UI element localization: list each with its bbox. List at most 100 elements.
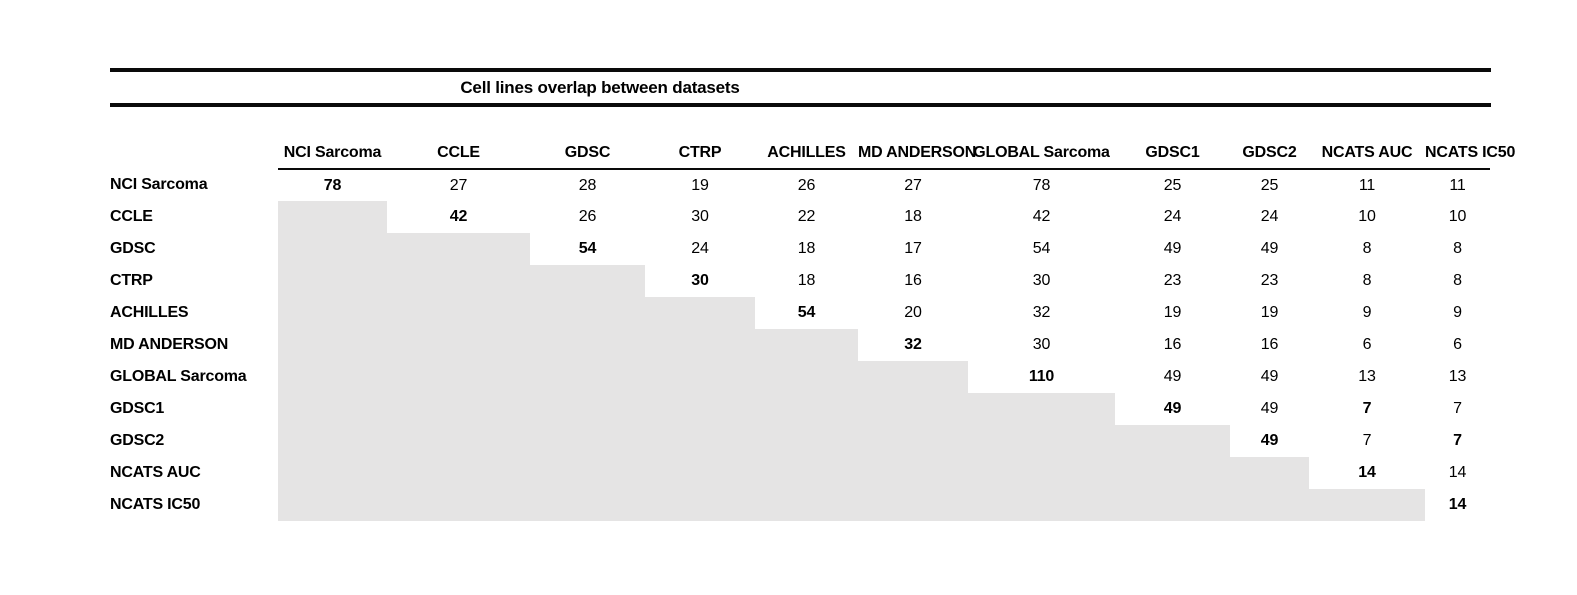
cell-ccle-md-anderson: 18 <box>904 208 922 225</box>
cell-shaded <box>278 201 387 233</box>
cell-shaded <box>645 329 755 361</box>
column-header-gdsc1: GDSC1 <box>1115 137 1230 170</box>
row-label-ncats-ic50: NCATS IC50 <box>110 496 201 513</box>
cell-shaded <box>387 297 530 329</box>
cell-shaded <box>278 457 387 489</box>
cell-ccle-achilles: 22 <box>797 208 816 225</box>
title-row: Cell lines overlap between datasets <box>110 72 1491 103</box>
cell-shaded <box>645 425 755 457</box>
cell-shaded <box>530 329 645 361</box>
cell-nci-sarcoma-md-anderson: 27 <box>904 176 922 194</box>
table-row-ccle: CCLE 42 26 30 22 18 42 24 24 10 10 <box>110 201 1490 233</box>
cell-md-anderson-ncats-auc: 6 <box>1362 336 1372 353</box>
cell-achilles-gdsc2: 19 <box>1260 304 1279 321</box>
cell-global-sarcoma-global-sarcoma: 110 <box>1028 368 1055 385</box>
cell-gdsc-gdsc2: 49 <box>1260 240 1279 257</box>
cell-gdsc2-ncats-auc: 7 <box>1362 432 1372 449</box>
cell-achilles-global-sarcoma: 32 <box>1032 304 1051 321</box>
cell-shaded <box>387 489 530 521</box>
cell-shaded <box>387 457 530 489</box>
column-header-row: NCI Sarcoma CCLE GDSC CTRP ACHILLES MD ANDERS… <box>110 137 1515 170</box>
cell-shaded <box>755 489 858 521</box>
cell-shaded <box>968 393 1115 425</box>
cell-nci-sarcoma-nci-sarcoma: 78 <box>323 176 342 194</box>
row-label-gdsc2: GDSC2 <box>110 432 165 449</box>
cell-global-sarcoma-ncats-auc: 13 <box>1358 368 1376 385</box>
cell-achilles-md-anderson: 20 <box>904 304 922 321</box>
cell-gdsc-ncats-ic50: 8 <box>1453 240 1462 257</box>
cell-ccle-global-sarcoma: 42 <box>1032 208 1051 225</box>
cell-shaded <box>530 457 645 489</box>
cell-shaded <box>278 393 387 425</box>
cell-global-sarcoma-gdsc1: 49 <box>1163 368 1182 385</box>
cell-shaded <box>1115 489 1230 521</box>
row-label-md-anderson: MD ANDERSON <box>110 336 229 353</box>
cell-nci-sarcoma-gdsc1: 25 <box>1163 176 1182 194</box>
cell-nci-sarcoma-achilles: 26 <box>797 176 816 194</box>
cell-shaded <box>530 393 645 425</box>
cell-nci-sarcoma-ncats-ic50: 11 <box>1449 176 1466 194</box>
column-header-ctrp: CTRP <box>645 137 755 170</box>
cell-shaded <box>530 265 645 297</box>
cell-ccle-ncats-ic50: 10 <box>1448 208 1467 225</box>
table-row-gdsc2: GDSC2 49 7 7 <box>110 425 1490 457</box>
cell-ccle-ccle: 42 <box>449 208 468 225</box>
cell-shaded <box>755 457 858 489</box>
cell-gdsc-gdsc1: 49 <box>1163 240 1182 257</box>
cell-gdsc1-ncats-ic50: 7 <box>1453 400 1462 417</box>
cell-shaded <box>387 393 530 425</box>
cell-ctrp-md-anderson: 16 <box>904 272 922 289</box>
cell-ncats-auc-ncats-ic50: 14 <box>1448 464 1467 481</box>
cell-shaded <box>858 361 968 393</box>
table-row-gdsc: GDSC 54 24 18 17 54 49 49 8 8 <box>110 233 1490 265</box>
table-row-ncats-auc: NCATS AUC 14 14 <box>110 457 1490 489</box>
cell-shaded <box>645 361 755 393</box>
cell-ccle-ncats-auc: 10 <box>1358 208 1376 225</box>
cell-ctrp-gdsc1: 23 <box>1163 272 1182 289</box>
cell-shaded <box>387 329 530 361</box>
cell-shaded <box>530 361 645 393</box>
cell-shaded <box>278 425 387 457</box>
cell-shaded <box>1115 425 1230 457</box>
title-band: Cell lines overlap between datasets <box>110 68 1491 107</box>
row-label-global-sarcoma: GLOBAL Sarcoma <box>110 368 247 385</box>
cell-achilles-ncats-auc: 9 <box>1362 304 1372 321</box>
cell-md-anderson-md-anderson: 32 <box>904 336 922 353</box>
cell-shaded <box>1309 489 1425 521</box>
cell-ctrp-ncats-ic50: 8 <box>1453 272 1462 289</box>
cell-shaded <box>387 425 530 457</box>
column-header-ncats-auc: NCATS AUC <box>1309 137 1425 170</box>
column-header-ncats-ic50: NCATS IC50 <box>1425 137 1515 170</box>
cell-ccle-ctrp: 30 <box>691 208 709 225</box>
cell-shaded <box>755 329 858 361</box>
cell-ctrp-ncats-auc: 8 <box>1362 272 1372 289</box>
cell-gdsc-ncats-auc: 8 <box>1362 240 1372 257</box>
cell-md-anderson-ncats-ic50: 6 <box>1453 336 1462 353</box>
cell-gdsc1-gdsc1: 49 <box>1163 400 1182 417</box>
cell-shaded <box>755 425 858 457</box>
row-label-gdsc1: GDSC1 <box>110 400 165 417</box>
cell-achilles-gdsc1: 19 <box>1163 304 1182 321</box>
column-header-nci-sarcoma: NCI Sarcoma <box>278 137 387 170</box>
cell-shaded <box>530 297 645 329</box>
table-corner <box>110 137 278 169</box>
cell-shaded <box>645 457 755 489</box>
column-header-md-anderson: MD ANDERSON <box>858 137 976 170</box>
cell-shaded <box>968 425 1115 457</box>
row-label-gdsc: GDSC <box>110 240 156 257</box>
column-header-global-sarcoma: GLOBAL Sarcoma <box>968 137 1115 170</box>
column-header-ccle: CCLE <box>387 137 530 170</box>
cell-md-anderson-global-sarcoma: 30 <box>1032 336 1051 353</box>
cell-ccle-gdsc: 26 <box>578 208 597 225</box>
cell-shaded <box>858 393 968 425</box>
column-header-gdsc2: GDSC2 <box>1230 137 1309 170</box>
cell-shaded <box>755 361 858 393</box>
cell-gdsc2-ncats-ic50: 7 <box>1453 432 1462 449</box>
cell-gdsc1-ncats-auc: 7 <box>1362 400 1372 417</box>
cell-achilles-achilles: 54 <box>797 304 816 321</box>
cell-shaded <box>645 297 755 329</box>
cell-nci-sarcoma-gdsc2: 25 <box>1260 176 1279 194</box>
cell-shaded <box>645 393 755 425</box>
cell-ctrp-global-sarcoma: 30 <box>1032 272 1051 289</box>
cell-ncats-auc-ncats-auc: 14 <box>1358 464 1376 481</box>
